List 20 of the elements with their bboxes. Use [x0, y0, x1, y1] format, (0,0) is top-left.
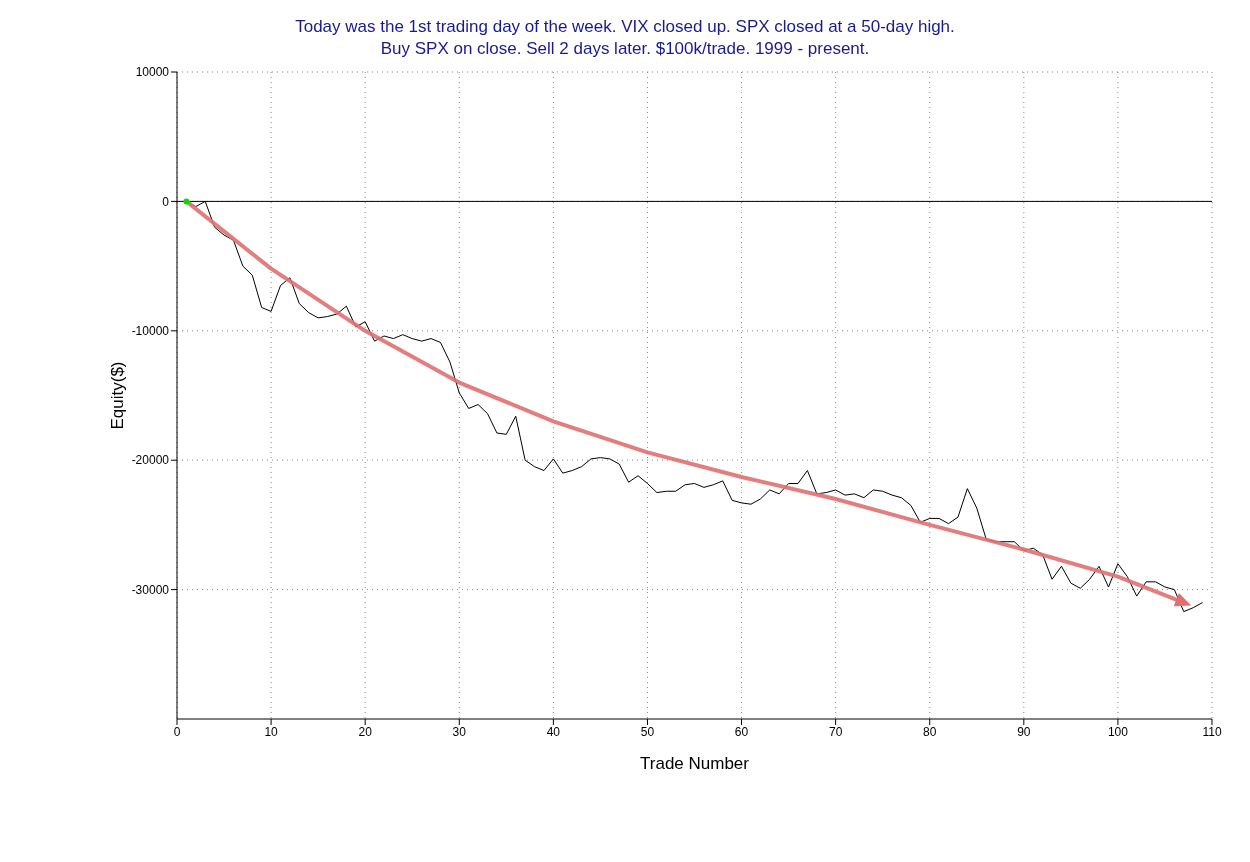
x-tick-label: 80	[923, 724, 937, 739]
x-tick-label: 50	[640, 724, 655, 739]
x-tick-label: 10	[264, 724, 279, 739]
y-axis-title: Equity($)	[108, 361, 128, 430]
x-tick-label: 100	[1107, 724, 1129, 739]
x-tick-label: 110	[1202, 724, 1222, 739]
y-tick-label: -30000	[131, 582, 170, 597]
x-tick-label: 70	[828, 724, 843, 739]
x-tick-label: 20	[358, 724, 373, 739]
chart-title: Today was the 1st trading day of the week. VIX closed up. SPX closed at a 50-day high. Buy SPX on close. Sell 2 days later. $100k/trade. 1999 - present.	[294, 16, 956, 60]
y-tick-label: 0	[162, 194, 170, 209]
x-tick-label: 90	[1017, 724, 1031, 739]
x-axis-title: Trade Number	[640, 754, 750, 773]
y-tick-label: -10000	[131, 324, 170, 339]
y-tick-label: 10000	[135, 65, 170, 80]
x-tick-label: 40	[546, 724, 561, 739]
x-tick-label: 60	[734, 724, 749, 739]
x-tick-label: 30	[452, 724, 467, 739]
x-tick-label: 0	[173, 724, 181, 739]
y-tick-label: -20000	[131, 453, 170, 468]
